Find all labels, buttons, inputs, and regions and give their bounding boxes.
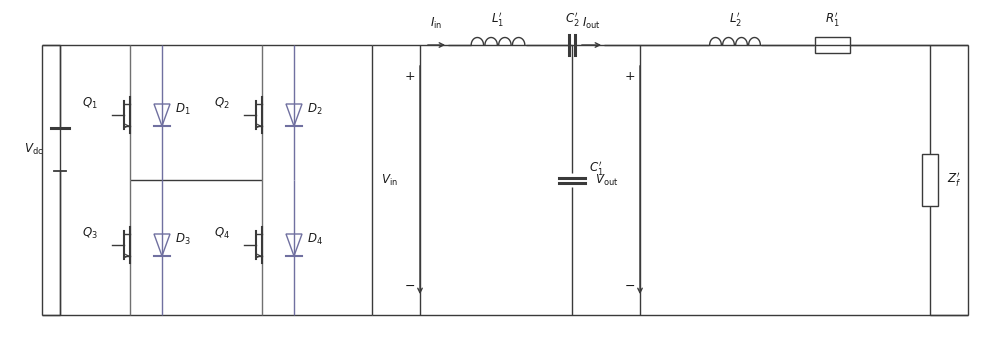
Text: $D_2$: $D_2$ bbox=[307, 102, 322, 117]
Text: $C_1'$: $C_1'$ bbox=[589, 159, 604, 177]
Text: $Q_4$: $Q_4$ bbox=[214, 225, 230, 240]
Text: $V_{\rm dc}$: $V_{\rm dc}$ bbox=[24, 142, 43, 157]
Text: +: + bbox=[625, 71, 635, 83]
Text: $Z_f'$: $Z_f'$ bbox=[947, 171, 961, 189]
Text: $D_1$: $D_1$ bbox=[175, 102, 191, 117]
Text: $R_1'$: $R_1'$ bbox=[825, 10, 839, 28]
Text: $-$: $-$ bbox=[404, 279, 416, 292]
Text: $Q_2$: $Q_2$ bbox=[214, 95, 230, 110]
Text: $I_{\rm in}$: $I_{\rm in}$ bbox=[430, 16, 443, 31]
Text: $V_{\rm in}$: $V_{\rm in}$ bbox=[381, 173, 398, 188]
Text: $L_2'$: $L_2'$ bbox=[729, 10, 741, 28]
Text: +: + bbox=[405, 71, 415, 83]
Text: $-$: $-$ bbox=[624, 279, 636, 292]
Text: $D_4$: $D_4$ bbox=[307, 232, 323, 247]
Text: $Q_3$: $Q_3$ bbox=[82, 225, 98, 240]
Text: $Q_1$: $Q_1$ bbox=[82, 95, 98, 110]
Text: $D_3$: $D_3$ bbox=[175, 232, 191, 247]
Bar bbox=[814, 37, 850, 53]
Text: $C_2'$: $C_2'$ bbox=[565, 10, 579, 28]
Text: $I_{\rm out}$: $I_{\rm out}$ bbox=[582, 16, 601, 31]
Text: $L_1'$: $L_1'$ bbox=[491, 10, 505, 28]
Text: $V_{\rm out}$: $V_{\rm out}$ bbox=[595, 173, 618, 188]
Bar bbox=[922, 154, 938, 206]
